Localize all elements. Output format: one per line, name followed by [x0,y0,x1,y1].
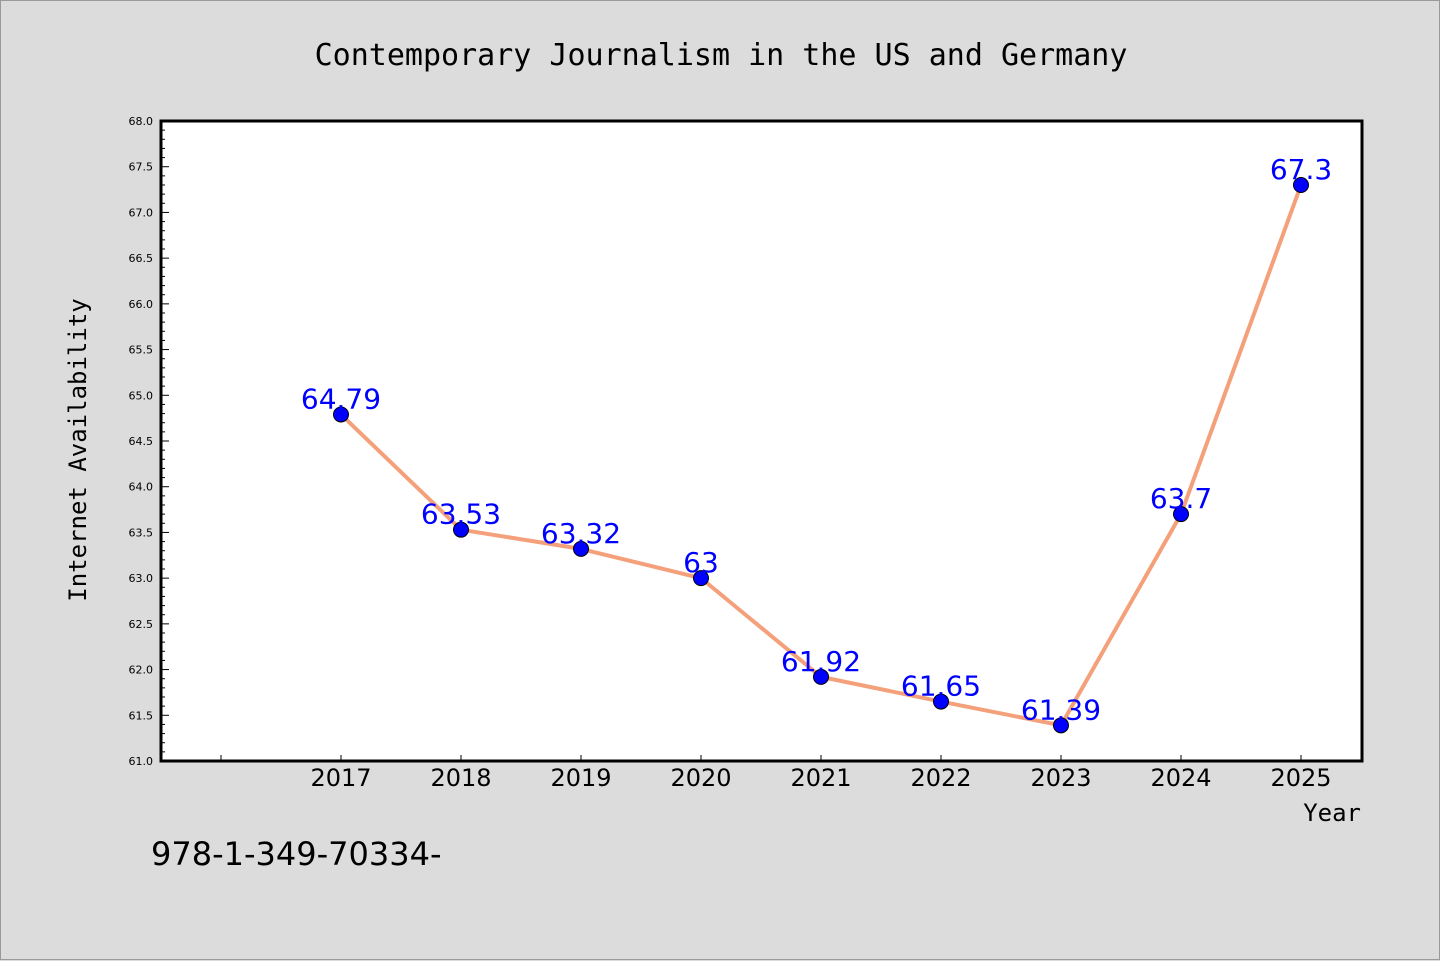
data-label: 61.39 [1021,693,1101,726]
y-tick-label: 65.0 [129,389,154,402]
y-axis-label: Internet Availability [64,298,92,601]
y-tick-label: 63.5 [129,526,154,539]
series-line [339,183,1303,728]
y-tick-label: 62.0 [129,664,154,677]
data-point [1173,506,1189,523]
data-point [453,521,469,538]
y-tick-label: 61.0 [129,755,154,768]
y-tick-label: 65.5 [129,344,154,357]
data-point [573,540,589,557]
x-tick-label: 2017 [310,764,371,792]
x-tick-label: 2023 [1030,764,1091,792]
data-label: 67.3 [1270,153,1332,186]
y-tick-label: 67.5 [129,161,154,174]
x-axis-label: Year [1303,799,1361,827]
series-line-segment [339,412,463,532]
data-point [1293,177,1309,193]
data-markers [333,177,1309,734]
data-label: 61.65 [901,670,981,703]
series-line-segment [1059,512,1183,728]
chart-title: Contemporary Journalism in the US and Ge… [315,38,1128,73]
data-label: 63.53 [421,498,501,531]
y-tick-label: 63.0 [129,572,154,585]
x-tick-label: 2022 [910,764,971,792]
data-point [933,693,949,710]
data-label: 64.79 [301,382,381,415]
x-tick-label: 2019 [550,764,611,792]
y-tick-label: 66.5 [129,252,154,265]
data-label: 61.92 [781,645,861,678]
data-label: 63.32 [541,517,621,550]
y-axis: 61.0 61.5 62.0 62.5 63.0 63.5 64.0 64.5 65.0 65.5… [129,115,169,768]
footer-text: 978-1-349-70334- [151,835,442,873]
x-tick-label: 2018 [430,764,491,792]
series-line-segment [1179,183,1303,517]
series-line-segment [819,674,943,704]
y-tick-label: 66.0 [129,298,154,311]
y-tick-label: 64.0 [129,481,154,494]
series-line-segment [459,527,583,551]
data-label: 63.7 [1150,482,1212,515]
y-tick-label: 62.5 [129,618,154,631]
y-tick-label: 68.0 [129,115,154,128]
y-tick-label: 67.0 [129,206,154,219]
plot-area [159,119,1364,763]
x-tick-label: 2020 [670,764,731,792]
x-tick-label: 2021 [790,764,851,792]
series-line-segment [699,576,823,679]
series-line-segment [939,699,1063,728]
x-tick-label: 2024 [1150,764,1211,792]
data-point [813,668,829,685]
data-label: 63 [683,546,719,579]
data-point [333,406,349,423]
x-axis: 2017 2018 2019 2020 2021 2022 2023 2024 2025 [220,755,1332,792]
data-point [1053,717,1069,734]
data-point [693,570,709,587]
x-tick-label: 2025 [1270,764,1331,792]
y-tick-label: 64.5 [129,435,154,448]
y-tick-label: 61.5 [129,709,154,722]
series-line-segment [579,546,703,581]
data-labels: 64.79 63.53 63.32 63 61.92 61.65 61.39 63.7 67.3 [301,153,1332,726]
